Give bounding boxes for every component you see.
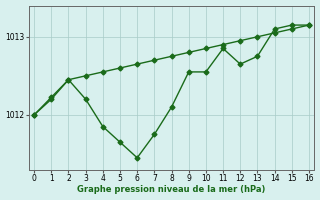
X-axis label: Graphe pression niveau de la mer (hPa): Graphe pression niveau de la mer (hPa): [77, 185, 266, 194]
